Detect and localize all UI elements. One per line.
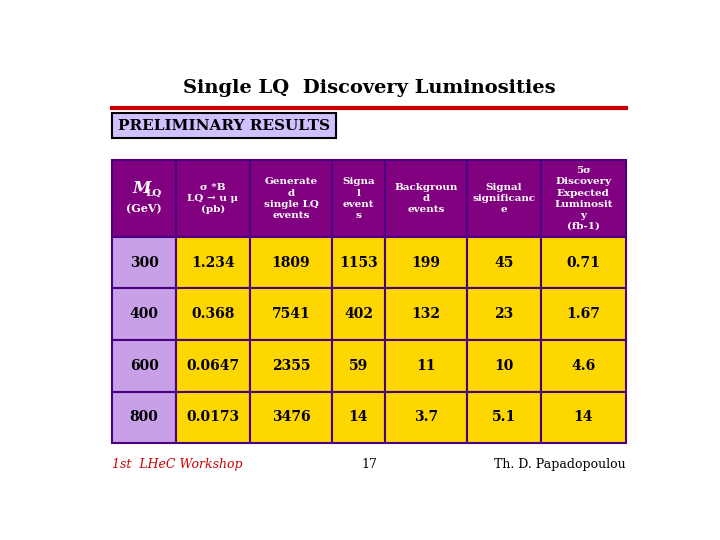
Text: 11: 11	[416, 359, 436, 373]
Text: M: M	[132, 180, 150, 197]
Text: Signa
l
event
s: Signa l event s	[342, 178, 374, 220]
Text: 0.0647: 0.0647	[186, 359, 240, 373]
Text: 1st  LHeC Workshop: 1st LHeC Workshop	[112, 458, 243, 471]
Text: 17: 17	[361, 458, 377, 471]
FancyBboxPatch shape	[385, 288, 467, 340]
FancyBboxPatch shape	[250, 237, 332, 288]
Text: 4.6: 4.6	[571, 359, 595, 373]
Text: PRELIMINARY RESULTS: PRELIMINARY RESULTS	[118, 118, 330, 132]
Text: 2355: 2355	[271, 359, 310, 373]
FancyBboxPatch shape	[541, 160, 626, 237]
Text: 3.7: 3.7	[414, 410, 438, 424]
FancyBboxPatch shape	[176, 392, 250, 443]
FancyBboxPatch shape	[250, 340, 332, 392]
FancyBboxPatch shape	[250, 392, 332, 443]
Text: 0.368: 0.368	[192, 307, 235, 321]
Text: 10: 10	[494, 359, 513, 373]
FancyBboxPatch shape	[541, 237, 626, 288]
FancyBboxPatch shape	[176, 288, 250, 340]
FancyBboxPatch shape	[385, 160, 467, 237]
Text: 59: 59	[348, 359, 368, 373]
Text: 5.1: 5.1	[492, 410, 516, 424]
Text: 1.234: 1.234	[191, 255, 235, 269]
FancyBboxPatch shape	[112, 237, 176, 288]
FancyBboxPatch shape	[385, 392, 467, 443]
FancyBboxPatch shape	[467, 237, 541, 288]
Text: 0.71: 0.71	[567, 255, 600, 269]
Text: 600: 600	[130, 359, 158, 373]
FancyBboxPatch shape	[385, 340, 467, 392]
Text: 800: 800	[130, 410, 158, 424]
FancyBboxPatch shape	[112, 392, 176, 443]
FancyBboxPatch shape	[250, 288, 332, 340]
Text: 3476: 3476	[271, 410, 310, 424]
Text: 7541: 7541	[271, 307, 310, 321]
Text: 1.67: 1.67	[567, 307, 600, 321]
FancyBboxPatch shape	[176, 237, 250, 288]
Text: 1153: 1153	[339, 255, 378, 269]
FancyBboxPatch shape	[176, 160, 250, 237]
Text: Single LQ  Discovery Luminosities: Single LQ Discovery Luminosities	[183, 79, 555, 97]
Text: Th. D. Papadopoulou: Th. D. Papadopoulou	[494, 458, 626, 471]
Text: 45: 45	[494, 255, 513, 269]
Text: 402: 402	[344, 307, 373, 321]
FancyBboxPatch shape	[332, 288, 385, 340]
Text: 199: 199	[411, 255, 441, 269]
Text: 1809: 1809	[271, 255, 310, 269]
FancyBboxPatch shape	[332, 340, 385, 392]
Text: 300: 300	[130, 255, 158, 269]
Text: Signal
significanc
e: Signal significanc e	[472, 183, 536, 214]
FancyBboxPatch shape	[467, 340, 541, 392]
Text: 5σ
Discovery
Expected
Luminosit
y
(fb-1): 5σ Discovery Expected Luminosit y (fb-1)	[554, 166, 613, 231]
Text: 23: 23	[495, 307, 513, 321]
FancyBboxPatch shape	[176, 340, 250, 392]
Text: 14: 14	[348, 410, 368, 424]
FancyBboxPatch shape	[467, 288, 541, 340]
Text: Backgroun
d
events: Backgroun d events	[395, 183, 458, 214]
FancyBboxPatch shape	[112, 288, 176, 340]
Text: 400: 400	[130, 307, 158, 321]
FancyBboxPatch shape	[332, 160, 385, 237]
Text: σ *B
LQ → u μ
(pb): σ *B LQ → u μ (pb)	[187, 183, 238, 214]
FancyBboxPatch shape	[541, 288, 626, 340]
FancyBboxPatch shape	[385, 237, 467, 288]
FancyBboxPatch shape	[467, 392, 541, 443]
FancyBboxPatch shape	[541, 340, 626, 392]
Text: 14: 14	[574, 410, 593, 424]
Text: 132: 132	[411, 307, 441, 321]
FancyBboxPatch shape	[541, 392, 626, 443]
FancyBboxPatch shape	[332, 237, 385, 288]
FancyBboxPatch shape	[112, 160, 176, 237]
FancyBboxPatch shape	[332, 392, 385, 443]
FancyBboxPatch shape	[112, 113, 336, 138]
Text: 0.0173: 0.0173	[186, 410, 240, 424]
Text: (GeV): (GeV)	[126, 204, 162, 214]
Text: Generate
d
single LQ
events: Generate d single LQ events	[264, 178, 318, 220]
Text: LQ: LQ	[146, 188, 162, 198]
FancyBboxPatch shape	[467, 160, 541, 237]
FancyBboxPatch shape	[112, 340, 176, 392]
FancyBboxPatch shape	[250, 160, 332, 237]
